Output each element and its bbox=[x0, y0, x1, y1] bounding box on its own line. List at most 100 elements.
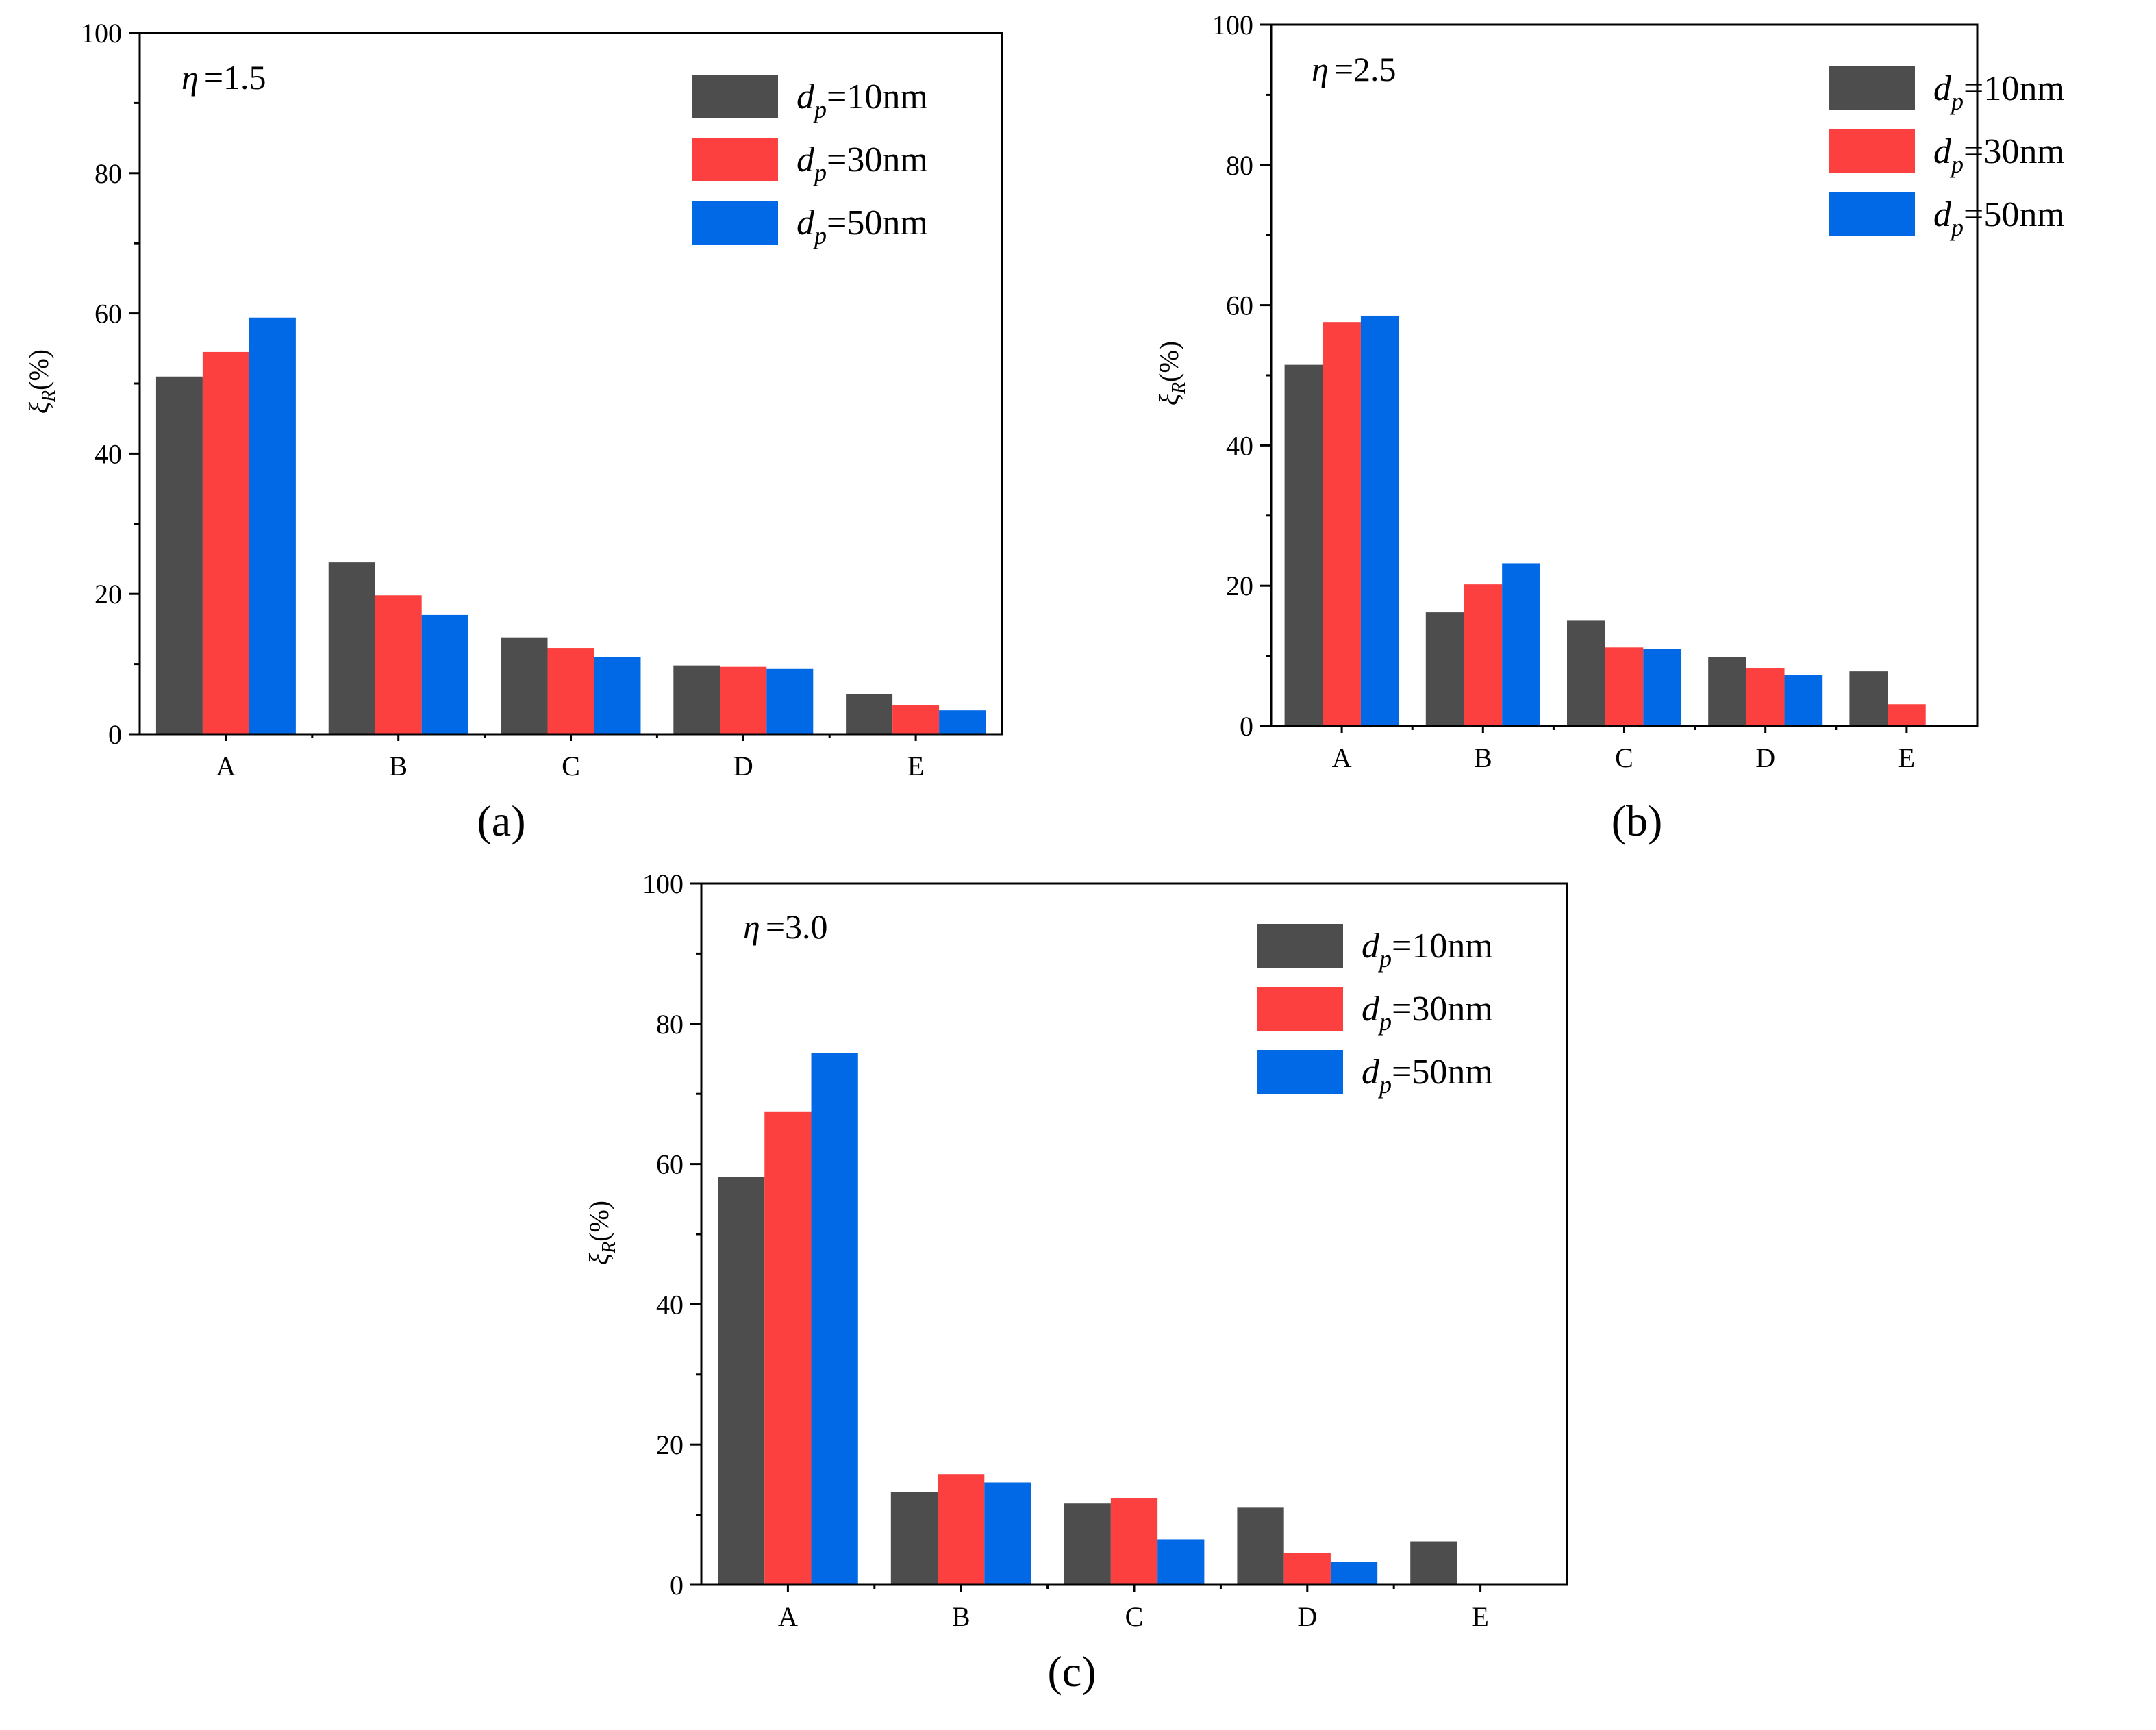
x-tick-label: B bbox=[1474, 742, 1492, 773]
y-tick-label: 20 bbox=[1226, 571, 1253, 601]
plot-frame bbox=[700, 882, 1568, 1586]
legend-label-series-2: dp=30nm bbox=[1362, 990, 1493, 1036]
x-tick-label: D bbox=[734, 751, 753, 781]
y-label-symbol: ξ bbox=[1153, 393, 1184, 405]
x-tick-label: C bbox=[562, 751, 580, 781]
bar-a-series-1 bbox=[718, 1177, 765, 1585]
legend-swatch-series-3 bbox=[1829, 192, 1915, 236]
bar-d-series-3 bbox=[766, 668, 814, 734]
bar-b-series-3 bbox=[421, 614, 468, 734]
legend-value: =30nm bbox=[827, 140, 928, 179]
legend-sub: p bbox=[1377, 1071, 1392, 1099]
bar-b-series-1 bbox=[890, 1492, 938, 1585]
y-label-sub: R bbox=[38, 390, 60, 403]
legend-label-series-3: dp=50nm bbox=[1362, 1053, 1493, 1099]
y-axis-label: ξR(%) bbox=[1153, 341, 1190, 405]
legend-label-series-2: dp=30nm bbox=[1933, 132, 2065, 178]
legend-swatch-series-2 bbox=[692, 138, 778, 181]
legend-value: =10nm bbox=[827, 77, 928, 116]
legend-label-series-1: dp=10nm bbox=[1362, 927, 1493, 973]
y-tick-label: 60 bbox=[656, 1149, 684, 1180]
bar-d-series-3 bbox=[1330, 1562, 1378, 1585]
legend-swatch-series-3 bbox=[1257, 1050, 1343, 1094]
y-label-unit: (%) bbox=[23, 349, 54, 390]
bar-b-series-1 bbox=[1425, 612, 1464, 726]
bar-c-series-3 bbox=[1157, 1539, 1205, 1585]
bar-b-series-1 bbox=[328, 562, 375, 734]
y-tick-label: 80 bbox=[1226, 150, 1253, 181]
legend-sub: p bbox=[1949, 214, 1964, 241]
y-label-unit: (%) bbox=[584, 1201, 614, 1242]
legend-sub: p bbox=[812, 222, 827, 249]
bar-d-series-2 bbox=[720, 666, 767, 734]
legend-swatch-series-1 bbox=[692, 75, 778, 118]
x-tick-label: D bbox=[1297, 1601, 1317, 1632]
bar-a-series-1 bbox=[1284, 364, 1323, 726]
legend-sub: p bbox=[1377, 945, 1392, 973]
legend-swatch-series-3 bbox=[692, 201, 778, 245]
bar-a-series-1 bbox=[155, 376, 203, 734]
x-tick-label: A bbox=[216, 751, 236, 781]
y-label-symbol: ξ bbox=[584, 1253, 614, 1265]
legend-value: =50nm bbox=[827, 203, 928, 242]
eta-annotation: η =2.5 bbox=[1312, 50, 1396, 88]
legend-value: =10nm bbox=[1964, 69, 2065, 108]
bar-c-series-1 bbox=[1566, 620, 1605, 726]
y-axis-label: ξR(%) bbox=[23, 349, 60, 414]
bar-a-series-2 bbox=[202, 351, 249, 734]
legend-label-series-2: dp=30nm bbox=[797, 140, 928, 186]
legend-swatch-series-2 bbox=[1257, 987, 1343, 1031]
eta-annotation: η =3.0 bbox=[743, 907, 828, 946]
legend-var: d bbox=[1933, 69, 1952, 108]
plot-frame bbox=[1270, 23, 1979, 727]
legend-sub: p bbox=[812, 159, 827, 186]
bar-c-series-2 bbox=[1605, 647, 1644, 726]
y-tick-label: 20 bbox=[95, 579, 122, 610]
bar-c-series-3 bbox=[1643, 649, 1682, 726]
bar-c-series-2 bbox=[547, 648, 594, 734]
bar-a-series-3 bbox=[249, 317, 296, 734]
bar-e-series-1 bbox=[1410, 1541, 1457, 1585]
legend-var: d bbox=[1362, 927, 1380, 966]
bar-b-series-2 bbox=[938, 1474, 985, 1585]
bar-a-series-2 bbox=[764, 1111, 812, 1585]
x-tick-label: C bbox=[1125, 1601, 1144, 1632]
legend-label-series-1: dp=10nm bbox=[797, 77, 928, 123]
panel-label: (a) bbox=[477, 797, 525, 845]
bar-c-series-3 bbox=[594, 657, 641, 734]
legend-label-series-3: dp=50nm bbox=[797, 203, 928, 249]
eta-annotation: η =1.5 bbox=[181, 58, 266, 97]
y-tick-label: 80 bbox=[656, 1009, 684, 1040]
bar-c-series-1 bbox=[1064, 1503, 1111, 1585]
x-tick-label: E bbox=[907, 751, 924, 781]
y-axis-label: ξR(%) bbox=[584, 1201, 620, 1265]
bar-a-series-3 bbox=[811, 1053, 858, 1585]
legend-var: d bbox=[1933, 132, 1952, 171]
x-tick-label: D bbox=[1755, 742, 1775, 773]
legend-value: =30nm bbox=[1392, 990, 1493, 1029]
eta-value: =1.5 bbox=[204, 58, 266, 97]
y-label-symbol: ξ bbox=[23, 401, 54, 414]
bar-e-series-2 bbox=[1888, 704, 1926, 726]
legend-swatch-series-1 bbox=[1257, 924, 1343, 968]
legend-sub: p bbox=[1949, 151, 1964, 178]
bar-e-series-1 bbox=[1849, 671, 1888, 726]
legend-swatch-series-1 bbox=[1829, 66, 1915, 110]
bar-d-series-1 bbox=[1708, 657, 1746, 726]
x-tick-label: E bbox=[1472, 1601, 1488, 1632]
x-tick-label: A bbox=[778, 1601, 798, 1632]
y-tick-label: 40 bbox=[656, 1289, 684, 1320]
x-tick-label: B bbox=[389, 751, 408, 781]
legend-value: =50nm bbox=[1964, 195, 2065, 234]
y-tick-label: 20 bbox=[656, 1429, 684, 1460]
panel-label-text: (b) bbox=[1612, 797, 1663, 845]
legend-label-series-1: dp=10nm bbox=[1933, 69, 2065, 115]
eta-symbol: η bbox=[743, 907, 760, 946]
bar-b-series-2 bbox=[375, 595, 422, 734]
bar-a-series-2 bbox=[1323, 322, 1361, 726]
